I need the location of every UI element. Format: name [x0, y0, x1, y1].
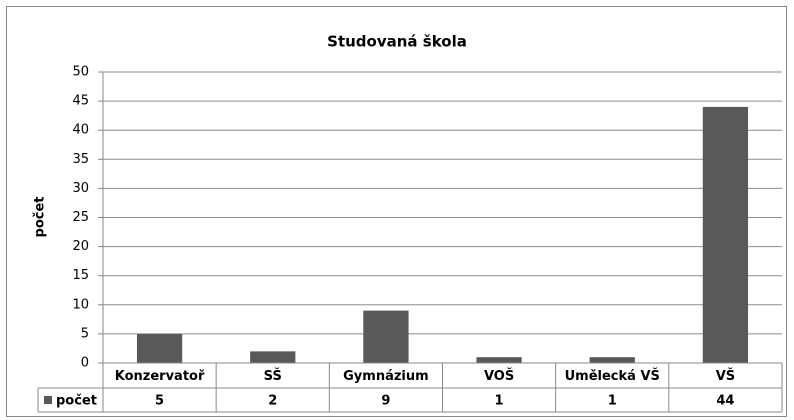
table-value: 9	[381, 394, 390, 409]
x-tick-label: Umělecká VŠ	[565, 368, 660, 384]
y-tick-label: 30	[72, 181, 89, 196]
y-tick-label: 15	[72, 268, 89, 283]
bar	[476, 357, 522, 363]
x-tick-label: SŠ	[264, 368, 282, 384]
table-value: 5	[155, 394, 164, 409]
x-tick-label: VŠ	[716, 368, 735, 384]
y-tick-label: 35	[72, 152, 89, 167]
legend-swatch	[44, 396, 52, 404]
y-tick-label: 25	[72, 210, 89, 225]
bar	[363, 310, 409, 363]
y-tick-label: 45	[72, 94, 89, 109]
table-value: 1	[495, 394, 504, 409]
x-tick-label: Gymnázium	[343, 369, 429, 384]
table-value: 2	[268, 394, 277, 409]
y-axis-label: počet	[33, 197, 48, 238]
y-tick-label: 40	[72, 123, 89, 138]
table-value: 1	[608, 394, 617, 409]
y-tick-label: 20	[72, 239, 89, 254]
bar	[589, 357, 635, 363]
y-tick-label: 0	[81, 356, 89, 371]
bar	[250, 351, 296, 363]
bar	[136, 333, 183, 363]
y-tick-label: 5	[81, 326, 89, 341]
y-tick-label: 50	[72, 65, 89, 80]
table-value: 44	[716, 394, 734, 409]
y-tick-label: 10	[72, 297, 89, 312]
x-tick-label: Konzervatoř	[115, 369, 205, 384]
chart-title: Studovaná škola	[327, 33, 467, 51]
x-tick-label: VOŠ	[484, 368, 514, 384]
bar	[702, 106, 749, 364]
legend-label: počet	[56, 394, 97, 409]
